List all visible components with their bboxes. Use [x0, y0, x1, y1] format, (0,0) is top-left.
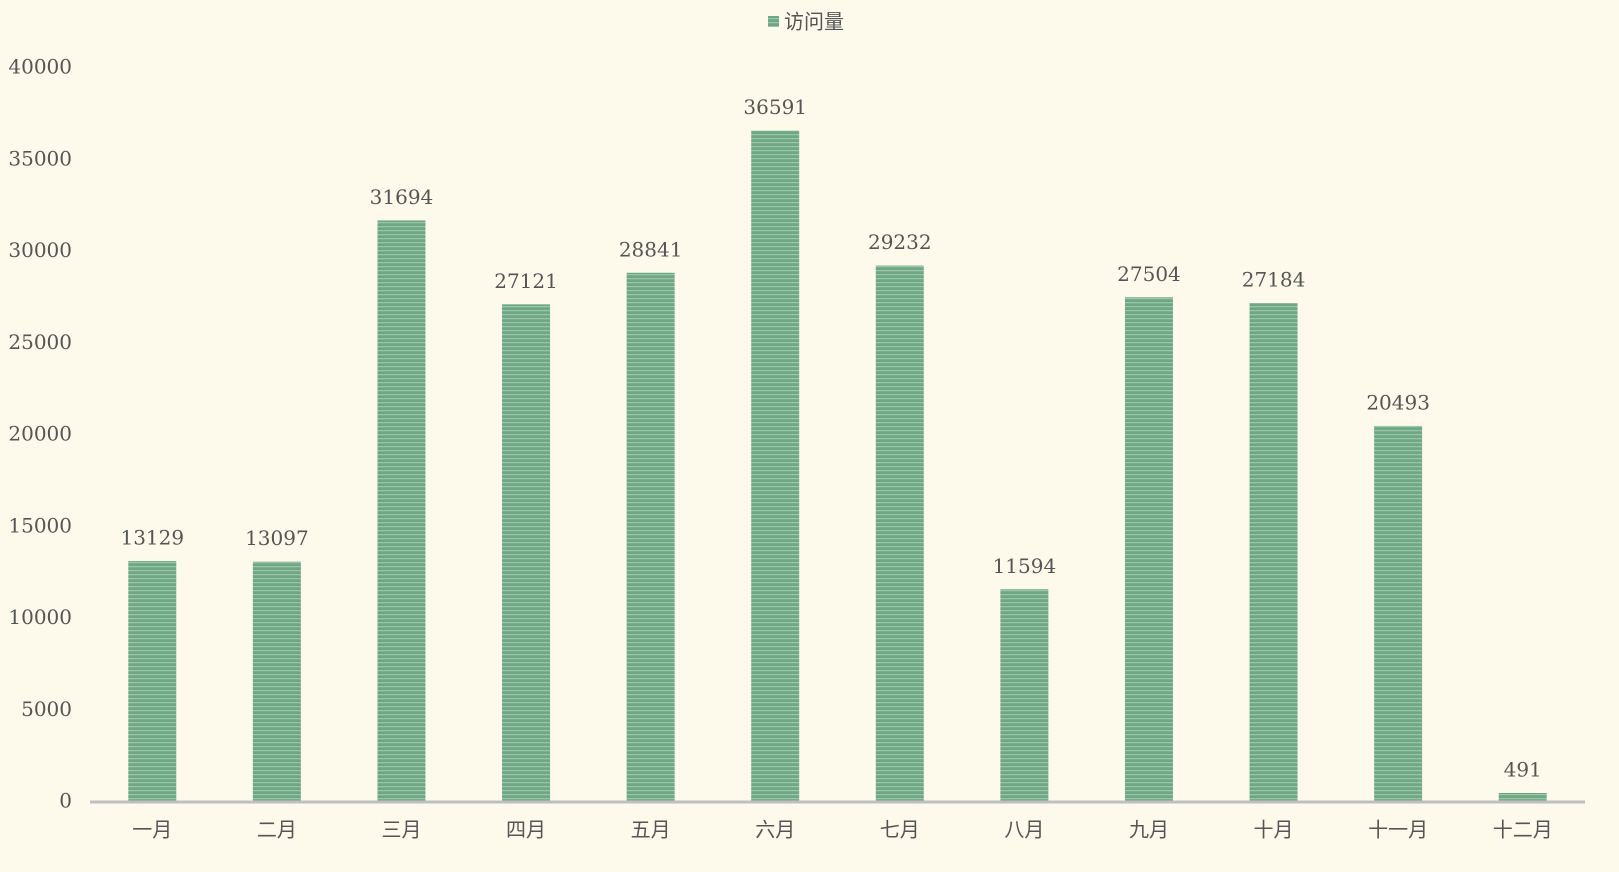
bar: [751, 130, 800, 802]
y-tick-label: 25000: [8, 330, 72, 354]
y-tick-label: 40000: [8, 55, 72, 79]
bar: [875, 265, 924, 803]
bar: [1000, 589, 1049, 802]
y-tick-label: 30000: [8, 238, 72, 262]
x-tick-label: 五月: [631, 818, 671, 842]
legend-label: 访问量: [784, 10, 844, 34]
x-tick-label: 三月: [381, 818, 421, 842]
bar: [252, 561, 301, 802]
x-tick-label: 二月: [257, 818, 297, 842]
data-label: 20493: [1366, 390, 1430, 414]
data-label: 27504: [1117, 262, 1181, 286]
data-label: 13097: [245, 526, 309, 550]
bar: [1124, 297, 1173, 802]
y-tick-label: 35000: [8, 146, 72, 170]
bar: [128, 561, 177, 802]
x-tick-label: 八月: [1004, 818, 1044, 842]
bar: [1249, 303, 1298, 802]
data-label: 31694: [370, 185, 434, 209]
data-label: 28841: [619, 237, 683, 261]
data-label: 27184: [1242, 268, 1306, 292]
bar: [1374, 425, 1423, 802]
x-tick-label: 四月: [506, 818, 546, 842]
data-label: 13129: [120, 526, 184, 550]
y-tick-label: 0: [59, 789, 72, 813]
x-tick-label: 十二月: [1493, 818, 1553, 842]
y-tick-label: 15000: [8, 513, 72, 537]
bar: [502, 304, 551, 802]
x-tick-label: 七月: [880, 818, 920, 842]
data-label: 11594: [993, 554, 1057, 578]
data-label: 29232: [868, 230, 932, 254]
y-tick-label: 5000: [21, 697, 72, 721]
x-tick-label: 六月: [755, 818, 795, 842]
x-tick-label: 十月: [1254, 818, 1294, 842]
data-label: 27121: [494, 269, 558, 293]
y-tick-label: 20000: [8, 422, 72, 446]
bar: [626, 272, 675, 802]
legend-swatch: [768, 16, 779, 27]
bar: [1498, 792, 1547, 802]
x-tick-label: 一月: [132, 818, 172, 842]
bar: [377, 220, 426, 802]
y-tick-label: 10000: [8, 605, 72, 629]
x-tick-label: 九月: [1129, 818, 1169, 842]
x-tick-label: 十一月: [1368, 818, 1428, 842]
data-label: 491: [1504, 757, 1542, 781]
data-label: 36591: [743, 95, 807, 119]
